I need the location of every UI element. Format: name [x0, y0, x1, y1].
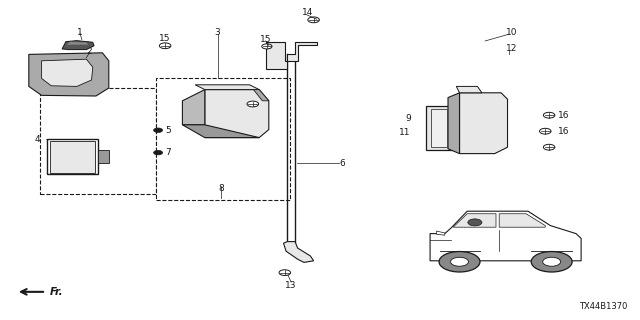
- Polygon shape: [182, 90, 205, 125]
- Bar: [40, 88, 156, 194]
- Polygon shape: [430, 211, 581, 261]
- Polygon shape: [205, 90, 269, 138]
- Text: TX44B1370: TX44B1370: [579, 302, 627, 311]
- Polygon shape: [453, 214, 496, 227]
- Bar: [47, 139, 98, 174]
- Text: Fr.: Fr.: [50, 287, 63, 297]
- Text: 4: 4: [35, 135, 40, 144]
- Text: 13: 13: [285, 281, 297, 290]
- Text: 16: 16: [558, 127, 570, 136]
- Polygon shape: [42, 59, 93, 86]
- Text: 11: 11: [399, 128, 411, 137]
- Polygon shape: [284, 242, 314, 262]
- Bar: [50, 141, 95, 173]
- Polygon shape: [456, 86, 482, 93]
- Polygon shape: [266, 42, 317, 69]
- Circle shape: [154, 150, 163, 155]
- Circle shape: [468, 219, 482, 226]
- Text: 10: 10: [506, 28, 518, 36]
- Bar: [98, 150, 109, 163]
- Text: 6: 6: [340, 159, 345, 168]
- Polygon shape: [253, 90, 269, 101]
- Text: 9: 9: [405, 114, 411, 123]
- Polygon shape: [448, 93, 460, 154]
- Circle shape: [279, 270, 291, 276]
- Text: 1: 1: [77, 28, 83, 36]
- Text: 15: 15: [260, 35, 271, 44]
- Circle shape: [154, 128, 163, 132]
- Circle shape: [540, 128, 551, 134]
- Circle shape: [439, 252, 480, 272]
- Polygon shape: [195, 85, 259, 90]
- Text: 12: 12: [506, 44, 518, 52]
- Polygon shape: [182, 125, 259, 138]
- Circle shape: [531, 252, 572, 272]
- Text: 16: 16: [558, 111, 570, 120]
- Circle shape: [543, 112, 555, 118]
- Circle shape: [543, 144, 555, 150]
- Circle shape: [262, 44, 272, 49]
- Polygon shape: [436, 231, 445, 235]
- Polygon shape: [62, 41, 94, 50]
- Text: 7: 7: [165, 148, 171, 157]
- Text: 2: 2: [87, 47, 92, 56]
- Polygon shape: [67, 42, 88, 44]
- Text: 14: 14: [301, 8, 313, 17]
- Polygon shape: [29, 53, 109, 96]
- Circle shape: [247, 101, 259, 107]
- Text: 5: 5: [165, 126, 171, 135]
- Circle shape: [308, 17, 319, 23]
- Polygon shape: [460, 93, 508, 154]
- Bar: [431, 109, 447, 147]
- Text: 3: 3: [215, 28, 220, 36]
- Bar: [426, 106, 452, 150]
- Polygon shape: [499, 214, 545, 227]
- Circle shape: [543, 257, 561, 266]
- Text: 15: 15: [159, 34, 171, 43]
- Circle shape: [159, 43, 171, 49]
- Circle shape: [451, 257, 468, 266]
- Text: 8: 8: [218, 184, 223, 193]
- Bar: [156, 78, 290, 200]
